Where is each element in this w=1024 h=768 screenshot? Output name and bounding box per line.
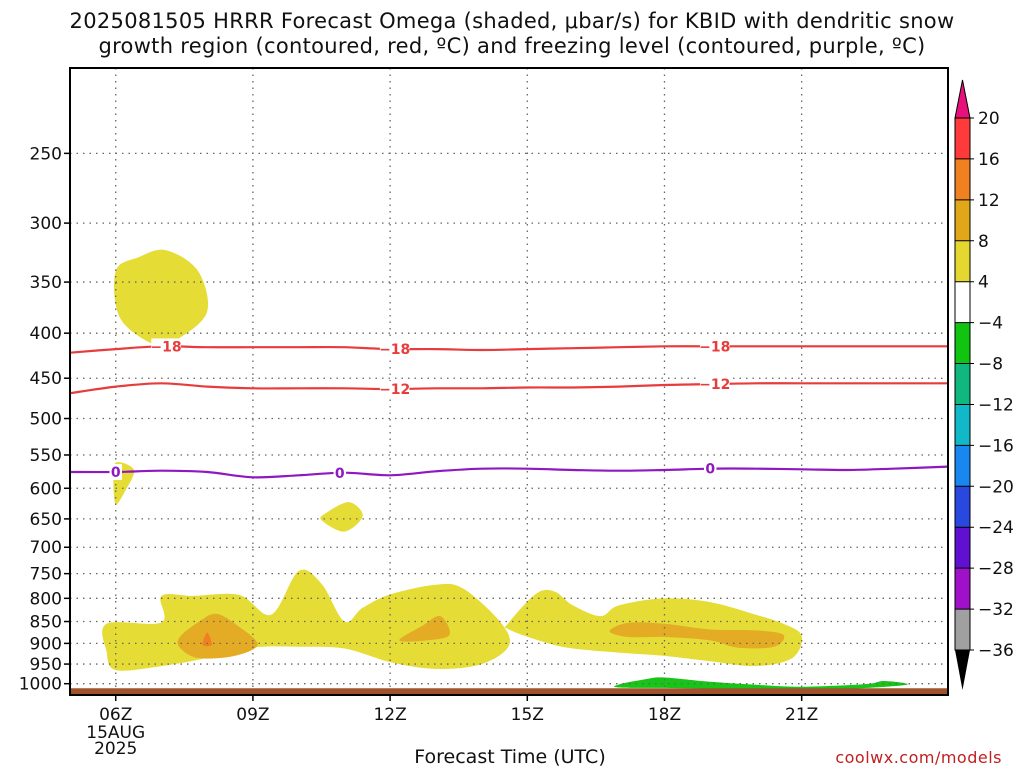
contour-label--18-2: −18 bbox=[699, 339, 730, 355]
contour-label--12-1: −12 bbox=[699, 377, 730, 393]
y-tick-label-950: 950 bbox=[30, 655, 62, 675]
x-tick-label-09Z: 09Z bbox=[236, 705, 269, 725]
colorbar-segment-4 bbox=[955, 281, 970, 323]
y-tick-label-300: 300 bbox=[30, 214, 62, 234]
colorbar-label-5: −4 bbox=[978, 314, 1003, 334]
omega-region-2 bbox=[320, 502, 363, 532]
colorbar-top-cap bbox=[954, 79, 971, 119]
y-tick-label-850: 850 bbox=[30, 613, 62, 633]
contour-label-bg--18-1 bbox=[379, 341, 410, 358]
colorbar-segment-8 bbox=[955, 445, 970, 487]
ground-strip bbox=[70, 688, 948, 695]
plot-border bbox=[69, 67, 949, 696]
x-tick-sublabel-06Z-0: 15AUG bbox=[86, 723, 145, 743]
y-tick-label-250: 250 bbox=[30, 144, 62, 164]
omega-region-9 bbox=[614, 677, 908, 691]
colorbar-label-11: −28 bbox=[978, 559, 1014, 579]
x-tick-label-12Z: 12Z bbox=[373, 705, 406, 725]
contour-label-bg-0-0 bbox=[109, 463, 122, 480]
y-tick-label-750: 750 bbox=[30, 565, 62, 585]
contour-lines: −18 −18 −18 −12 −12 0 0 0 bbox=[70, 338, 948, 482]
colorbar-segment-0 bbox=[955, 118, 970, 159]
contour-line--12 bbox=[70, 382, 948, 395]
chart-title-line2: growth region (contoured, red, ºC) and f… bbox=[98, 34, 926, 58]
colorbar-label-3: 8 bbox=[978, 232, 989, 252]
y-tick-label-350: 350 bbox=[30, 273, 62, 293]
omega-region-0 bbox=[114, 249, 209, 347]
y-tick-label-800: 800 bbox=[30, 589, 62, 609]
colorbar: 20 16 12 8 4 −4 −8 −12 −16 −20 −24 −28 −32 −36 bbox=[954, 79, 1014, 690]
colorbar-segment-6 bbox=[955, 363, 970, 405]
contour-line-0 bbox=[70, 465, 948, 479]
contour-line--18 bbox=[70, 345, 948, 354]
colorbar-segment-9 bbox=[955, 486, 970, 528]
contour-label-bg-0-1 bbox=[333, 464, 347, 481]
watermark: coolwx.com/models bbox=[835, 748, 1002, 767]
y-tick-label-600: 600 bbox=[30, 479, 62, 499]
colorbar-segment-11 bbox=[955, 568, 970, 610]
x-tick-label-18Z: 18Z bbox=[648, 705, 681, 725]
contour-label-bg--12-0 bbox=[379, 381, 410, 398]
colorbar-segment-7 bbox=[955, 404, 970, 446]
x-axis-label: Forecast Time (UTC) bbox=[414, 746, 606, 768]
y-tick-label-400: 400 bbox=[30, 324, 62, 344]
x-tick-label-21Z: 21Z bbox=[785, 705, 818, 725]
y-tick-label-1000: 1000 bbox=[19, 675, 62, 695]
x-tick-label-06Z: 06Z bbox=[99, 705, 132, 725]
colorbar-segment-3 bbox=[955, 240, 970, 282]
contour-label-bg--18-0 bbox=[151, 338, 181, 355]
y-tick-label-900: 900 bbox=[30, 634, 62, 654]
contour-label-bg-0-2 bbox=[703, 460, 717, 477]
colorbar-label-13: −36 bbox=[978, 641, 1014, 661]
contour-label--18-0: −18 bbox=[150, 339, 181, 355]
contour-label-bg--18-2 bbox=[700, 338, 730, 355]
colorbar-label-9: −20 bbox=[978, 477, 1014, 497]
x-tick-sublabel-06Z-1: 2025 bbox=[94, 739, 137, 759]
ground-layer bbox=[70, 688, 948, 695]
colorbar-label-7: −12 bbox=[978, 395, 1014, 415]
colorbar-segment-12 bbox=[955, 609, 970, 650]
y-tick-label-500: 500 bbox=[30, 410, 62, 430]
y-tick-label-450: 450 bbox=[30, 369, 62, 389]
omega-region-5 bbox=[177, 613, 258, 659]
omega-region-7 bbox=[609, 622, 785, 649]
contour-label-0-2: 0 bbox=[705, 462, 715, 478]
colorbar-label-4: 4 bbox=[978, 273, 989, 293]
colorbar-segment-10 bbox=[955, 527, 970, 569]
colorbar-label-0: 20 bbox=[978, 109, 1000, 129]
plot-frame bbox=[69, 67, 949, 696]
contour-label-0-0: 0 bbox=[111, 465, 121, 481]
colorbar-bottom-cap bbox=[955, 650, 970, 690]
y-axis-ticks: 2503003504004505005506006507007508008509… bbox=[19, 144, 70, 695]
colorbar-segment-1 bbox=[955, 158, 970, 200]
contour-label-bg--12-1 bbox=[700, 376, 730, 393]
y-tick-label-550: 550 bbox=[30, 446, 62, 466]
omega-region-6 bbox=[399, 615, 451, 642]
colorbar-label-8: −16 bbox=[978, 436, 1014, 456]
contour-label--18-1: −18 bbox=[379, 342, 410, 358]
colorbar-segment-2 bbox=[955, 199, 970, 241]
colorbar-segment-5 bbox=[955, 322, 970, 364]
y-tick-label-700: 700 bbox=[30, 538, 62, 558]
colorbar-label-10: −24 bbox=[978, 518, 1014, 538]
y-tick-label-650: 650 bbox=[30, 510, 62, 530]
contour-label-0-1: 0 bbox=[335, 466, 345, 482]
chart-title-line1: 2025081505 HRRR Forecast Omega (shaded, … bbox=[69, 9, 955, 33]
colorbar-label-1: 16 bbox=[978, 150, 1000, 170]
x-tick-label-15Z: 15Z bbox=[511, 705, 544, 725]
colorbar-label-6: −8 bbox=[978, 355, 1003, 375]
colorbar-label-2: 12 bbox=[978, 191, 1000, 211]
omega-region-8 bbox=[202, 632, 212, 647]
contour-label--12-0: −12 bbox=[379, 382, 410, 398]
colorbar-label-12: −32 bbox=[978, 600, 1014, 620]
